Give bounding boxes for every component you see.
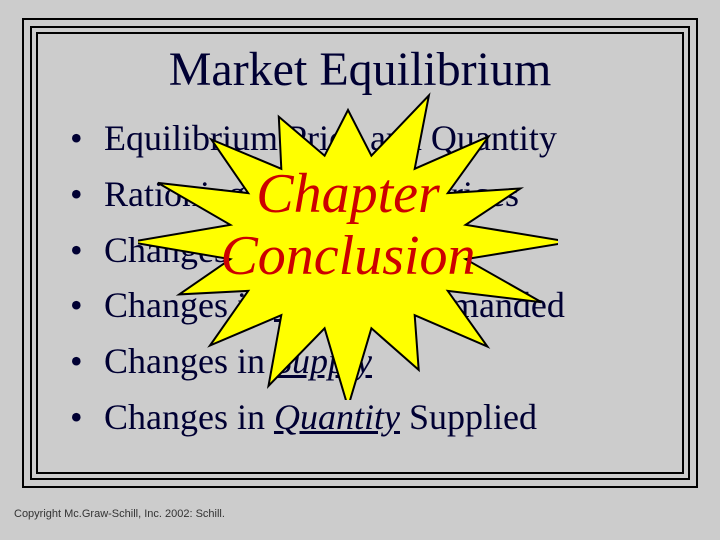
outer-border: Market Equilibrium Equilibrium Price and… [22, 18, 698, 488]
list-item: Equilibrium Price and Quantity [64, 111, 666, 167]
list-item: Changes in Quantity Supplied [64, 390, 666, 446]
bullet-text: Changes in [104, 397, 274, 437]
bullet-underline: Demand [274, 230, 396, 270]
list-item: Rationing Function of Prices [64, 167, 666, 223]
slide-title: Market Equilibrium [54, 42, 666, 97]
bullet-text: Equilibrium Price and Quantity [104, 118, 557, 158]
bullet-text: Rationing Function of Prices [104, 174, 519, 214]
bullet-underline: Supply [274, 341, 372, 381]
bullet-suffix: Demanded [400, 285, 565, 325]
mid-border: Market Equilibrium Equilibrium Price and… [30, 26, 690, 480]
list-item: Changes in Demand [64, 223, 666, 279]
bullet-underline: Quantity [274, 285, 400, 325]
bullet-suffix: Supplied [400, 397, 537, 437]
bullet-text: Changes in [104, 230, 274, 270]
copyright-text: Copyright Mc.Graw-Schill, Inc. 2002: Sch… [14, 508, 225, 520]
bullet-text: Changes in [104, 285, 274, 325]
content-panel: Market Equilibrium Equilibrium Price and… [36, 32, 684, 474]
bullet-underline: Quantity [274, 397, 400, 437]
bullet-text: Changes in [104, 341, 274, 381]
list-item: Changes in Quantity Demanded [64, 278, 666, 334]
list-item: Changes in Supply [64, 334, 666, 390]
bullet-list: Equilibrium Price and Quantity Rationing… [54, 111, 666, 446]
